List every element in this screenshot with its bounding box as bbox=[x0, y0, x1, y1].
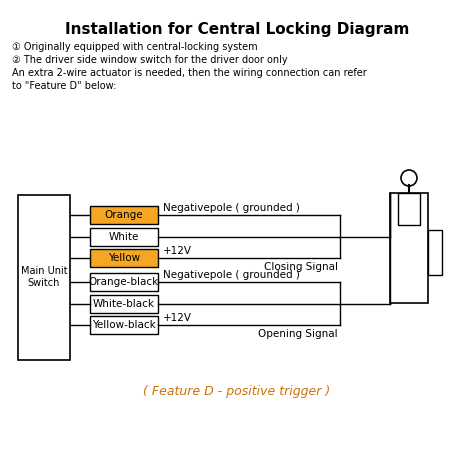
Text: Negativepole ( grounded ): Negativepole ( grounded ) bbox=[163, 203, 300, 213]
Text: to "Feature D" below:: to "Feature D" below: bbox=[12, 81, 117, 91]
Bar bbox=[18, 195, 70, 360]
Text: ( Feature D - positive trigger ): ( Feature D - positive trigger ) bbox=[143, 385, 331, 398]
Bar bbox=[90, 206, 158, 224]
Bar bbox=[90, 295, 158, 313]
Text: Opening Signal: Opening Signal bbox=[258, 329, 338, 339]
Text: Main Unit: Main Unit bbox=[21, 266, 67, 276]
Text: ② The driver side window switch for the driver door only: ② The driver side window switch for the … bbox=[12, 55, 288, 65]
Text: White-black: White-black bbox=[93, 299, 155, 309]
Bar bbox=[90, 228, 158, 246]
Text: Installation for Central Locking Diagram: Installation for Central Locking Diagram bbox=[65, 22, 409, 37]
Bar bbox=[90, 316, 158, 334]
Text: Orange: Orange bbox=[105, 210, 143, 220]
Text: Yellow: Yellow bbox=[108, 253, 140, 263]
Text: White: White bbox=[109, 232, 139, 242]
Text: Negativepole ( grounded ): Negativepole ( grounded ) bbox=[163, 270, 300, 280]
Text: An extra 2-wire actuator is needed, then the wiring connection can refer: An extra 2-wire actuator is needed, then… bbox=[12, 68, 367, 78]
Text: +12V: +12V bbox=[163, 313, 192, 323]
Bar bbox=[90, 273, 158, 291]
Text: Switch: Switch bbox=[28, 279, 60, 289]
Bar bbox=[90, 249, 158, 267]
Text: Orange-black: Orange-black bbox=[89, 277, 159, 287]
Text: Yellow-black: Yellow-black bbox=[92, 320, 156, 330]
Bar bbox=[390, 193, 428, 303]
Text: Closing Signal: Closing Signal bbox=[264, 262, 338, 272]
Text: ① Originally equipped with central-locking system: ① Originally equipped with central-locki… bbox=[12, 42, 258, 52]
Text: +12V: +12V bbox=[163, 246, 192, 256]
Bar bbox=[428, 230, 442, 275]
Bar bbox=[398, 193, 420, 225]
